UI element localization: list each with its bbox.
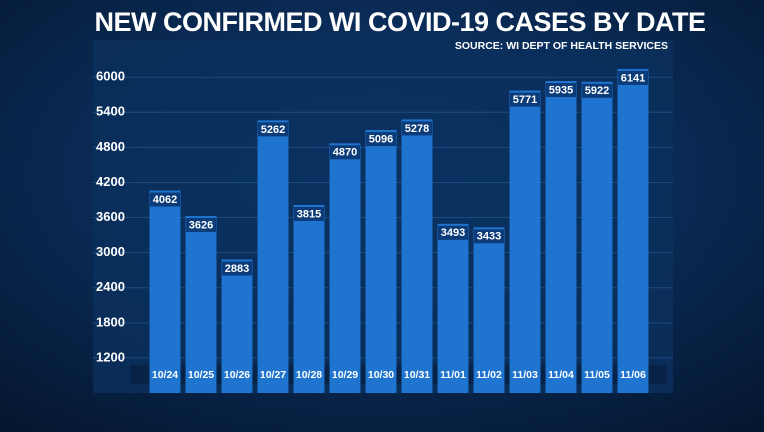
value-label: 3433	[477, 231, 501, 243]
value-label-box	[546, 82, 576, 97]
bar	[365, 130, 397, 394]
y-tick-label: 4800	[96, 139, 125, 154]
value-label-box	[582, 83, 612, 98]
bar	[401, 119, 433, 393]
x-tick-label: 11/06	[620, 369, 646, 381]
value-label: 6141	[621, 72, 645, 84]
value-label: 3493	[441, 227, 465, 239]
value-label-box	[186, 218, 216, 233]
y-tick-label: 3000	[96, 244, 125, 259]
value-label-box	[150, 192, 180, 207]
value-label: 5771	[513, 94, 537, 106]
bar	[329, 143, 361, 393]
value-label: 5278	[405, 123, 429, 135]
value-label-box	[294, 206, 324, 221]
value-label-box	[258, 122, 288, 137]
x-tick-label: 11/04	[548, 369, 574, 381]
value-label-box	[438, 225, 468, 240]
value-label: 4062	[153, 194, 177, 206]
x-tick-label: 10/25	[188, 369, 214, 381]
x-tick-label: 10/24	[152, 369, 178, 381]
value-label: 3815	[297, 208, 321, 220]
x-tick-label: 10/30	[368, 369, 394, 381]
x-tick-label: 10/26	[224, 369, 250, 381]
bar	[581, 81, 613, 394]
y-tick-label: 6000	[96, 69, 125, 84]
x-tick-label: 10/28	[296, 369, 322, 381]
value-label: 5935	[549, 84, 573, 96]
bar	[221, 259, 253, 393]
chart-title: NEW CONFIRMED WI COVID-19 CASES BY DATE	[94, 7, 705, 37]
value-label: 3626	[189, 219, 213, 231]
source: SOURCE: WI DEPT OF HEALTH SERVICES	[455, 40, 668, 52]
x-tick-label: 11/02	[476, 369, 502, 381]
value-label-box	[618, 70, 648, 85]
bar	[545, 80, 577, 393]
y-tick-label: 3600	[96, 209, 125, 224]
value-label-box	[402, 121, 432, 136]
y-tick-label: 2400	[96, 279, 125, 294]
value-label: 2883	[225, 263, 249, 275]
bar	[617, 68, 649, 394]
x-tick-label: 10/31	[404, 369, 430, 381]
x-tick-label: 10/29	[332, 369, 358, 381]
x-tick-label: 10/27	[260, 369, 286, 381]
y-tick-label: 1800	[96, 314, 125, 329]
bar	[437, 223, 469, 393]
y-tick-label: 5400	[96, 104, 125, 119]
x-tick-label: 11/03	[512, 369, 538, 381]
bar	[293, 204, 325, 393]
value-label-box	[366, 132, 396, 147]
value-label-box	[330, 145, 360, 160]
y-tick-label: 4200	[96, 174, 125, 189]
bar	[149, 190, 181, 393]
bar	[185, 216, 217, 393]
bar	[473, 227, 505, 393]
value-label-box	[474, 229, 504, 244]
x-tick-label: 11/05	[584, 369, 610, 381]
value-label: 5096	[369, 133, 393, 145]
bar	[509, 90, 541, 393]
value-label: 5262	[261, 124, 285, 136]
value-label-box	[222, 261, 252, 276]
value-label: 4870	[333, 147, 357, 159]
value-label-box	[510, 92, 540, 107]
x-tick-label: 11/01	[440, 369, 466, 381]
value-label: 5922	[585, 85, 609, 97]
y-tick-label: 1200	[96, 349, 125, 364]
bar	[257, 120, 289, 393]
